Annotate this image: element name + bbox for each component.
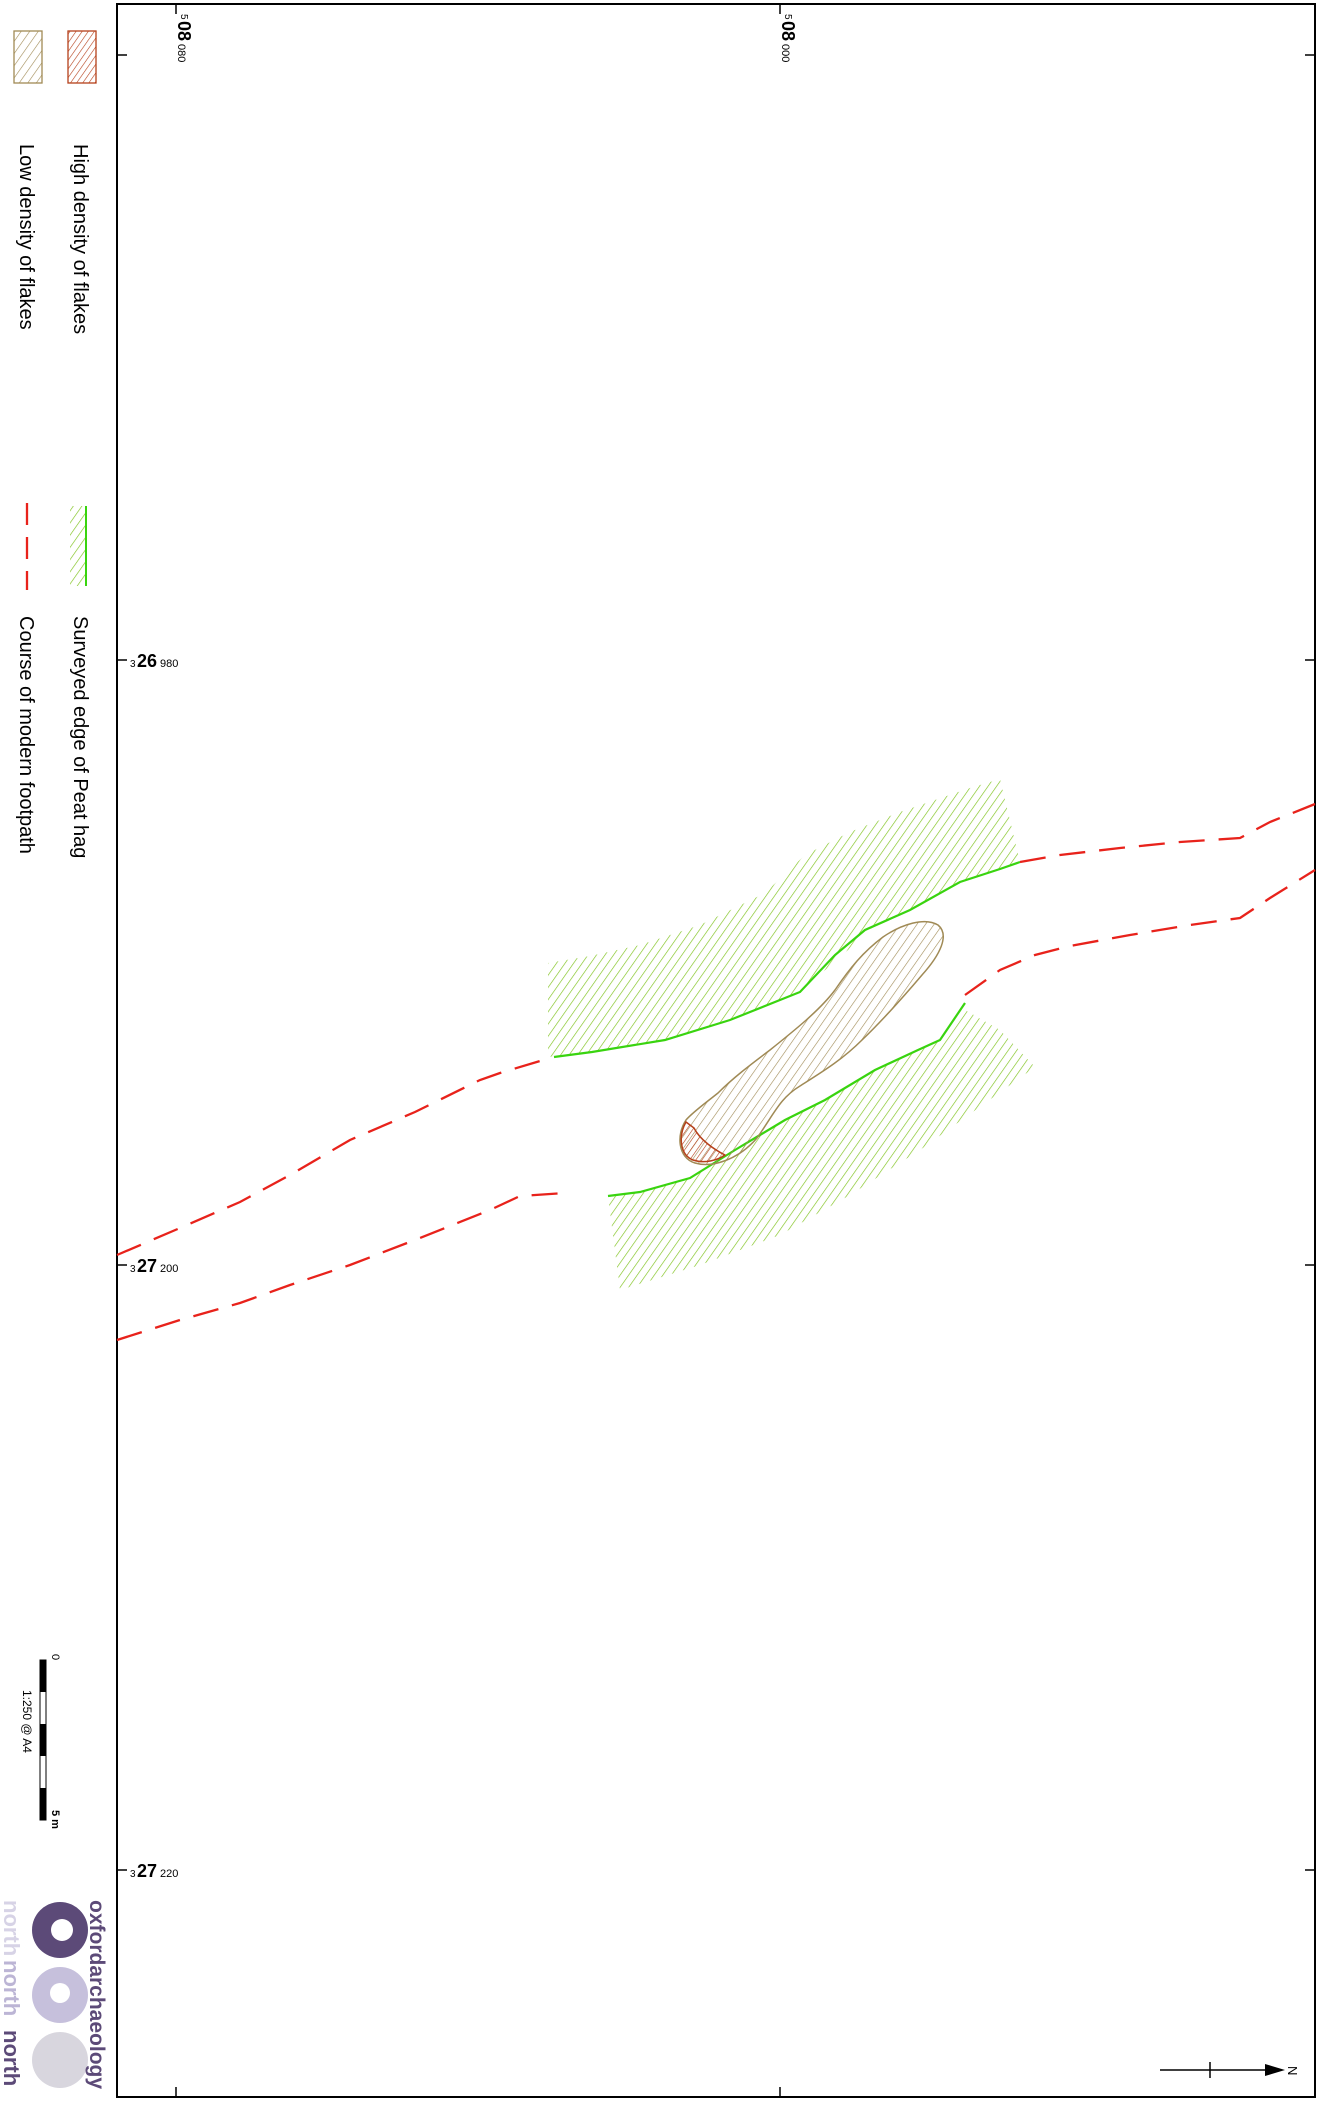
oxford-archaeology-north-logo: oxfordarchaeology north north north: [0, 1900, 108, 2089]
scale-end-label: 5 m: [49, 1810, 61, 1829]
logo-text-line3: north: [0, 1960, 24, 2016]
legend-low-density-swatch: [13, 30, 43, 84]
legend-footpath-label: Course of modern footpath: [15, 616, 37, 854]
northing-label-1: 3 26 980: [130, 651, 178, 671]
svg-text:000: 000: [779, 44, 791, 62]
legend-peat-hag-swatch: [70, 506, 86, 586]
svg-text:3: 3: [130, 1264, 136, 1275]
legend-high-density-label: High density of flakes: [69, 144, 91, 334]
legend-peat-edge-label: Surveyed edge of Peat hag: [69, 616, 91, 858]
legend-low-density-label: Low density of flakes: [15, 144, 37, 330]
logo-text-line4: north: [0, 2030, 24, 2086]
svg-text:08: 08: [778, 21, 798, 41]
scale-bar: 0 5 m 1:250 @ A4: [20, 1654, 61, 1829]
logo-circle-texture: [32, 2032, 88, 2088]
high-density-flakes-area: [680, 1120, 727, 1163]
footpath-course-north: [116, 1056, 551, 1257]
easting-label-2: 5 08 000: [778, 14, 798, 62]
svg-text:3: 3: [130, 1869, 136, 1880]
north-arrow: N: [1160, 2062, 1300, 2078]
svg-text:200: 200: [160, 1263, 178, 1275]
peat-hag-area-south: [608, 1010, 1035, 1290]
grid-ticks: [117, 4, 1315, 2097]
peat-edge-north: [553, 860, 1021, 1059]
northing-label-3: 3 27 220: [130, 1861, 178, 1881]
scale-ratio-label: 1:250 @ A4: [20, 1690, 34, 1753]
scale-zero-label: 0: [49, 1654, 61, 1660]
footpath-course-south-east: [964, 869, 1316, 996]
svg-text:08: 08: [174, 21, 194, 41]
svg-text:26: 26: [137, 651, 157, 671]
map-frame: [116, 3, 1316, 2098]
svg-text:5: 5: [782, 14, 793, 20]
easting-label-1: 5 08 080: [174, 14, 194, 62]
footpath-course-south: [116, 1191, 566, 1342]
low-density-flakes-area: [679, 920, 944, 1166]
peat-edge-south: [607, 1002, 966, 1198]
legend-high-density-swatch: [67, 30, 97, 84]
northing-label-2: 3 27 200: [130, 1256, 178, 1276]
north-arrow-label: N: [1285, 2066, 1300, 2075]
svg-text:27: 27: [137, 1861, 157, 1881]
svg-text:220: 220: [160, 1868, 178, 1880]
svg-text:5: 5: [178, 14, 189, 20]
svg-text:080: 080: [175, 44, 187, 62]
svg-text:980: 980: [160, 658, 178, 670]
logo-text-line1: oxfordarchaeology: [85, 1900, 108, 2089]
logo-text-line2: north: [0, 1900, 24, 1956]
svg-text:3: 3: [130, 659, 136, 670]
footpath-course-north-east: [1019, 802, 1316, 864]
svg-text:27: 27: [137, 1256, 157, 1276]
north-arrow-icon: [1265, 2064, 1285, 2076]
peat-hag-area-north: [548, 779, 1020, 1057]
